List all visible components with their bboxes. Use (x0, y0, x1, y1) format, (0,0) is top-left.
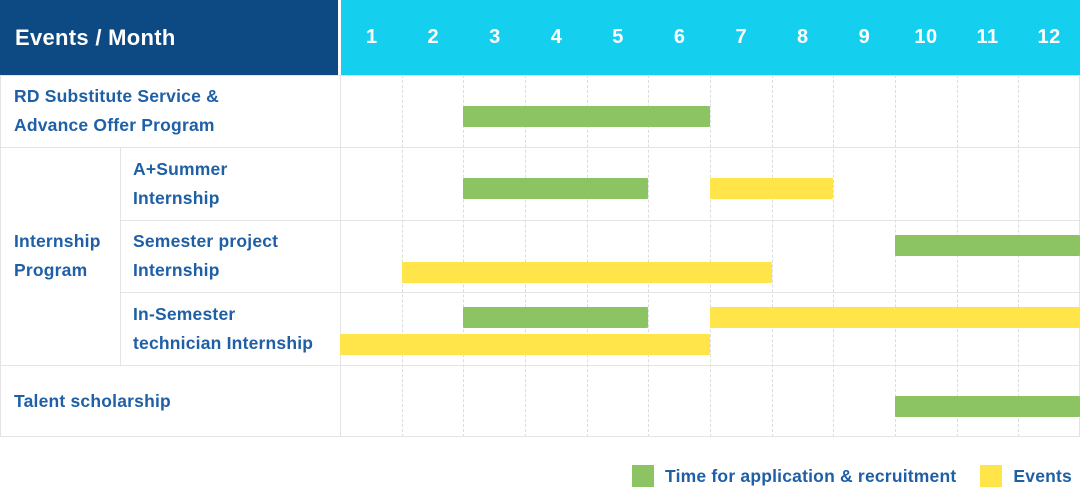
grid-line-vertical (586, 75, 588, 437)
grid-line-vertical (1018, 75, 1020, 437)
gantt-body: Internship Program RD Substitute Service &… (0, 75, 1080, 437)
month-label: 10 (914, 26, 938, 48)
header-title-cell: Events / Month (0, 0, 338, 75)
group-label: Internship Program (0, 147, 120, 365)
grid-line-vertical (710, 75, 711, 437)
legend-label: Time for application & recruitment (665, 465, 957, 486)
month-label: 7 (735, 26, 748, 48)
grid-line-vertical (648, 75, 650, 437)
yellow-square-icon (980, 465, 1003, 487)
month-label: 8 (797, 26, 809, 48)
grid-line-vertical (833, 75, 835, 437)
grid-line-vertical (771, 75, 773, 437)
month-label: 12 (1037, 26, 1061, 48)
row-label: RD Substitute Service & Advance Offer Pro… (0, 75, 340, 147)
row-label-line: Internship (133, 260, 220, 280)
row-label-line: In-Semester (133, 303, 236, 324)
grid-line-vertical (463, 75, 465, 437)
application-period-bar (463, 106, 710, 127)
application-period-bar (895, 235, 1080, 256)
month-label: 1 (365, 26, 378, 48)
application-period-bar (463, 178, 649, 199)
row-label-line: A+Summer (133, 158, 228, 179)
legend-item: Events (980, 465, 1072, 487)
month-label: 5 (612, 26, 624, 48)
month-label: 6 (673, 26, 686, 48)
event-period-bar (710, 307, 1080, 328)
group-label-line: Program (14, 260, 88, 280)
application-period-bar (895, 396, 1080, 417)
row-label: In-Semester technician Internship (120, 292, 340, 365)
month-label: 2 (427, 26, 440, 48)
grid-line-vertical (956, 75, 958, 437)
legend-item: Time for application & recruitment (632, 465, 956, 487)
row-label-line: Advance Offer Program (14, 115, 215, 135)
grid-line-vertical (340, 75, 341, 437)
event-period-bar (401, 262, 772, 283)
grid-line-vertical (895, 75, 896, 437)
row-label-line: Internship (133, 187, 220, 208)
legend-label: Events (1013, 465, 1072, 486)
event-period-bar (340, 334, 710, 355)
page-title: Events / Month (15, 24, 176, 50)
application-period-bar (463, 307, 649, 328)
group-label-line: Internship (14, 231, 101, 251)
row-label: Talent scholarship (0, 365, 340, 437)
row-label-line: Talent scholarship (14, 390, 171, 411)
month-label: 4 (550, 26, 563, 48)
row-label-line: Semester project (133, 231, 279, 251)
green-square-icon (632, 465, 655, 487)
row-label: A+Summer Internship (120, 147, 340, 220)
event-period-bar (710, 178, 834, 199)
row-label-line: RD Substitute Service & (14, 86, 219, 106)
row-label: Semester project Internship (120, 220, 340, 292)
month-label: 3 (489, 26, 501, 48)
legend: Time for application & recruitment Events (632, 464, 1072, 488)
grid-line-vertical (525, 75, 526, 437)
grid-line-vertical (401, 75, 403, 437)
month-label: 11 (976, 26, 999, 48)
row-label-line: technician Internship (133, 332, 314, 353)
month-header-row: 1 2 3 4 5 6 7 8 9 10 11 12 (341, 0, 1080, 75)
month-label: 9 (858, 26, 871, 48)
